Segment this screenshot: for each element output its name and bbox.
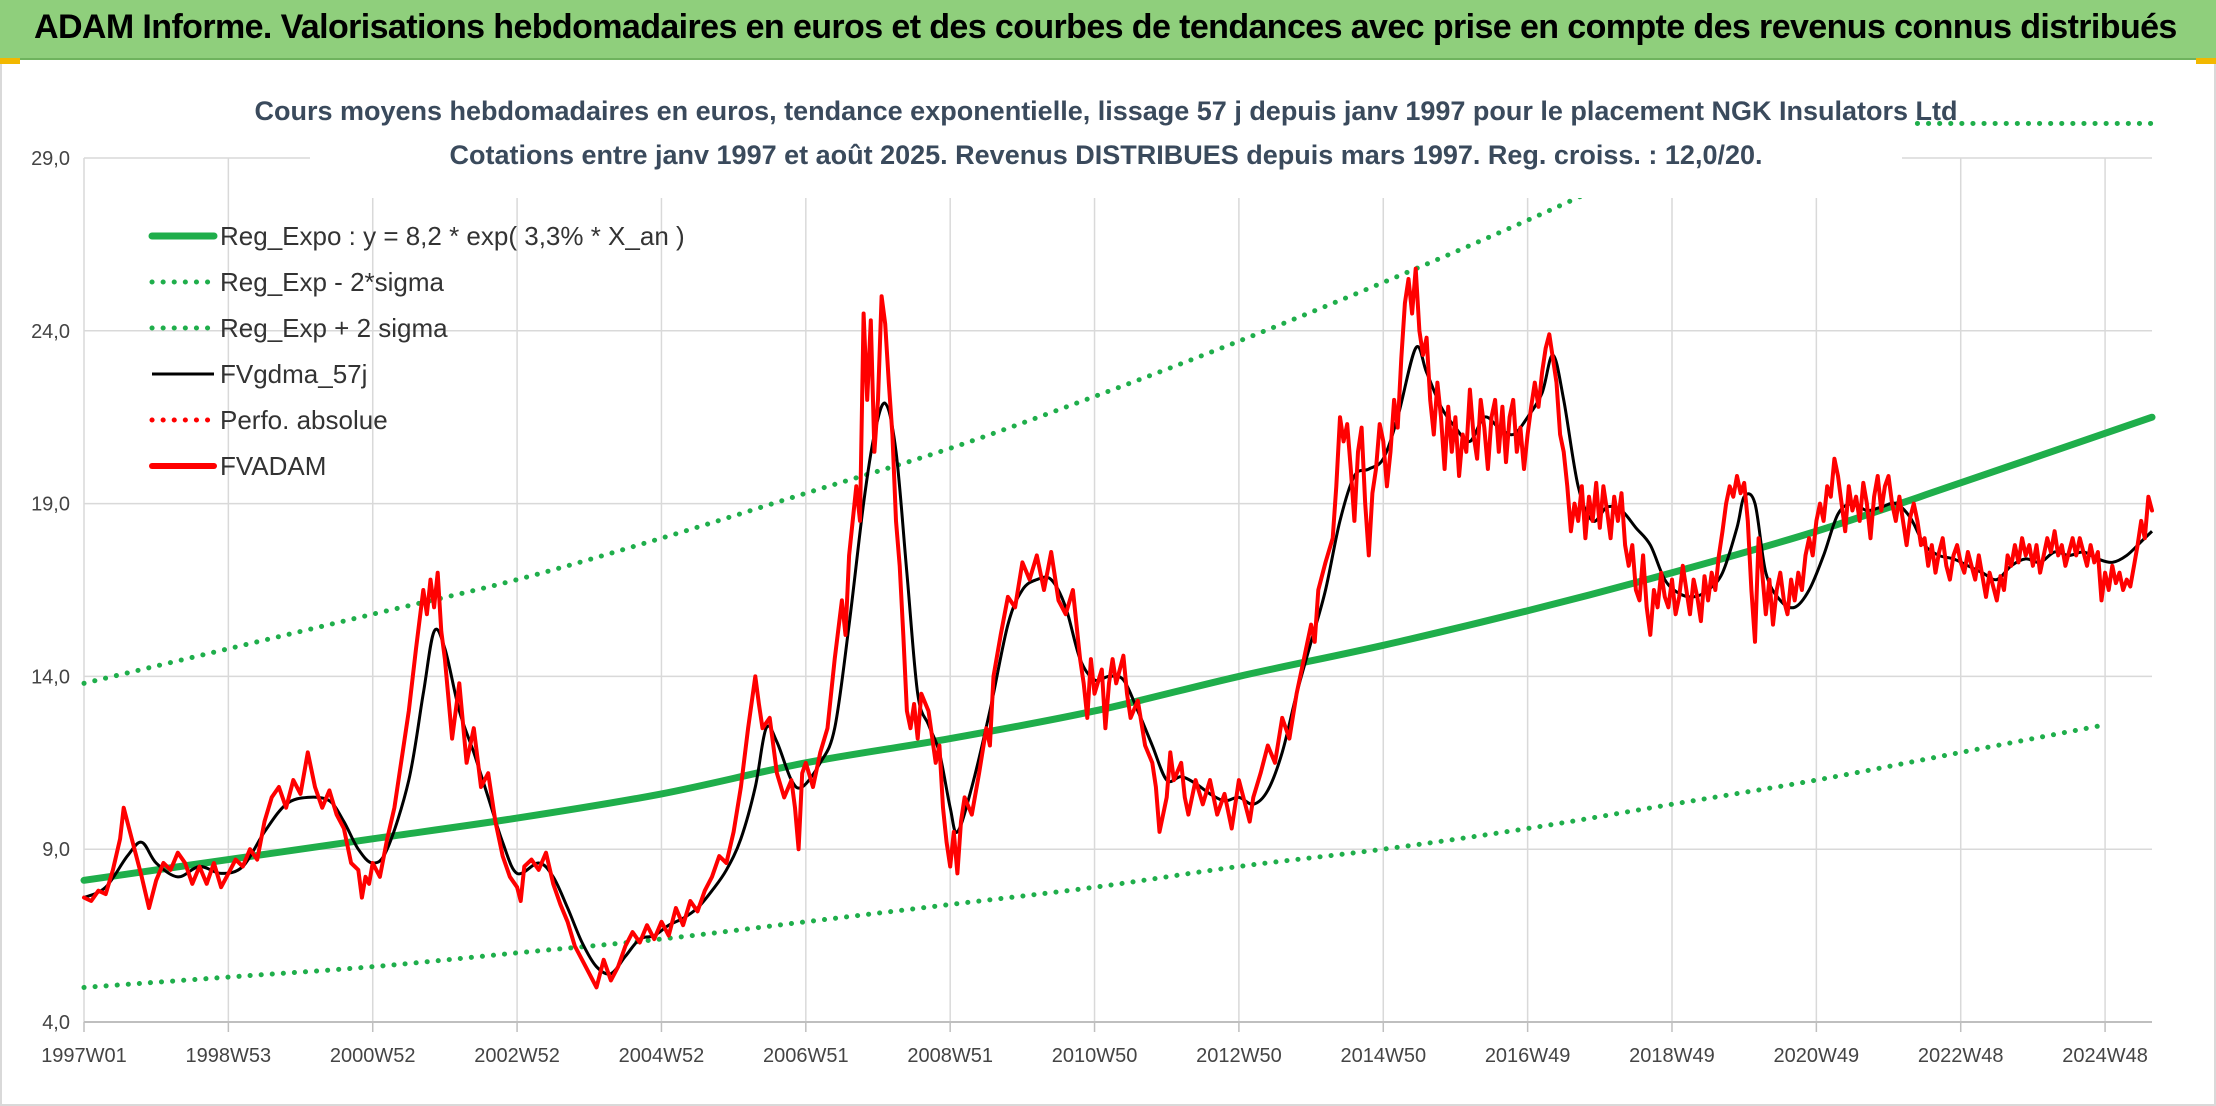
series-line-1 [81,722,2108,990]
legend-entry: Reg_Exp + 2 sigma [220,313,448,343]
report-title: ADAM Informe. Valorisations hebdomadaire… [34,8,2177,46]
x-tick-label: 2024W48 [2062,1045,2148,1067]
banner-corner-left [0,58,20,64]
legend-entry: Reg_Exp - 2*sigma [220,267,445,297]
y-tick-label: 4,0 [42,1012,70,1034]
y-tick-label: 24,0 [31,321,70,343]
x-tick-label: 2010W50 [1052,1045,1138,1067]
series-layer [80,120,2156,990]
x-tick-label: 2012W50 [1196,1045,1282,1067]
x-tick-label: 2006W51 [763,1045,849,1067]
x-tick-label: 2008W51 [907,1045,993,1067]
report-banner: ADAM Informe. Valorisations hebdomadaire… [0,0,2216,60]
y-tick-label: 29,0 [31,148,70,170]
chart-subtitle: Cotations entre janv 1997 et août 2025. … [449,140,1762,170]
x-tick-label: 2022W48 [1918,1045,2004,1067]
axis-layer: 4,0 9,0 14,0 19,0 24,0 29,0 1997W01 1998W53 2000… [31,148,2152,1067]
legend-entry: Reg_Expo : y = 8,2 * exp( 3,3% * X_an ) [220,221,685,251]
y-tick-label: 9,0 [42,839,70,861]
y-tick-label: 19,0 [31,494,70,516]
series-line-5 [82,266,2154,990]
series-line-2 [81,152,1675,686]
x-tick-label: 1997W01 [41,1045,127,1067]
legend-entry: FVADAM [220,451,326,481]
legend-entry: FVgdma_57j [220,359,367,389]
x-tick-label: 2014W50 [1340,1045,1426,1067]
x-tick-label: 2002W52 [474,1045,560,1067]
legend: Reg_Expo : y = 8,2 * exp( 3,3% * X_an ) R… [148,221,685,481]
x-tick-label: 2020W49 [1774,1045,1860,1067]
x-tick-label: 2004W52 [619,1045,705,1067]
title-background [310,86,1902,198]
y-tick-label: 14,0 [31,666,70,688]
x-tick-label: 2000W52 [330,1045,416,1067]
chart-area: 4,0 9,0 14,0 19,0 24,0 29,0 1997W01 1998W53 2000… [31,86,2156,1067]
x-tick-label: 1998W53 [186,1045,272,1067]
series-line-0 [80,413,2156,884]
series-line-3 [83,345,2154,976]
legend-entry: Perfo. absolue [220,405,388,435]
x-tick-label: 2016W49 [1485,1045,1571,1067]
x-tick-label: 2018W49 [1629,1045,1715,1067]
chart-title: Cours moyens hebdomadaires en euros, ten… [254,96,1957,126]
banner-corner-right [2196,58,2216,64]
